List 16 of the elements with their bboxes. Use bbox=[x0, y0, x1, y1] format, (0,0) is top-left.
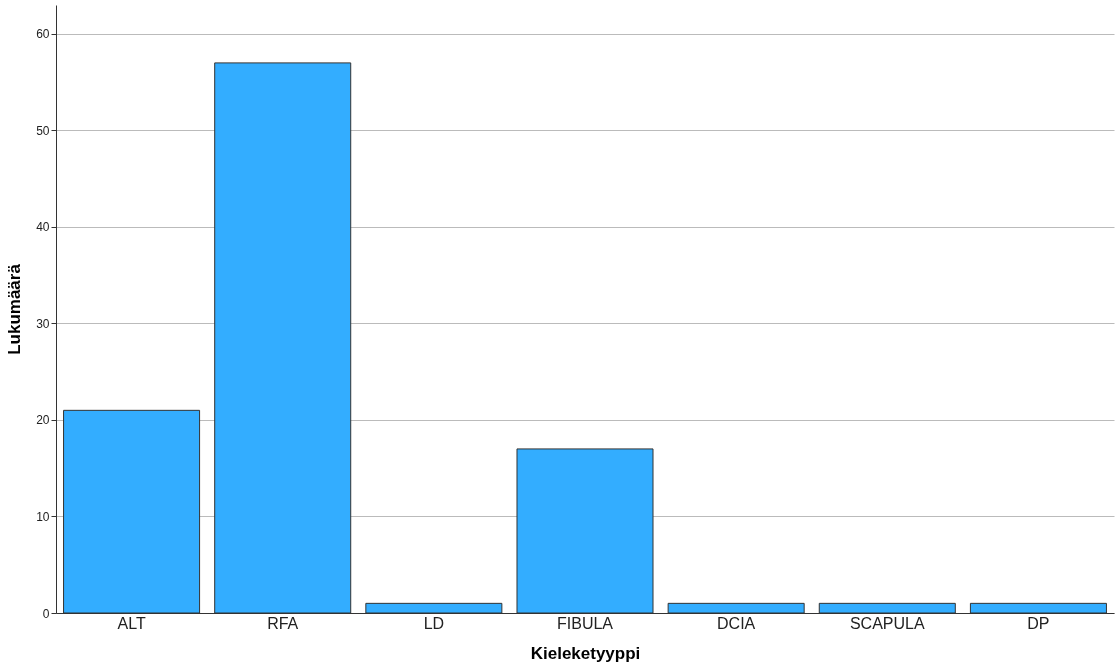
x-tick-label: RFA bbox=[267, 614, 299, 632]
y-tick-label: 60 bbox=[36, 27, 50, 42]
y-tick-label: 20 bbox=[36, 413, 50, 428]
y-tick-label: 50 bbox=[36, 123, 50, 138]
x-tick-label: DP bbox=[1027, 614, 1050, 632]
y-axis-title: Lukumäärä bbox=[5, 263, 25, 355]
x-tick-label: LD bbox=[423, 614, 445, 632]
y-tick-label: 40 bbox=[36, 220, 50, 235]
x-tick-label: DCIA bbox=[717, 614, 756, 632]
x-tick-label: FIBULA bbox=[556, 614, 614, 632]
y-tick-label: 0 bbox=[42, 606, 50, 621]
y-tick-label: 30 bbox=[36, 316, 50, 331]
x-axis-title: Kieleketyyppi bbox=[530, 643, 641, 663]
x-tick-label: SCAPULA bbox=[849, 614, 925, 632]
y-tick-label: 10 bbox=[36, 509, 50, 524]
x-tick-label: ALT bbox=[117, 614, 146, 632]
